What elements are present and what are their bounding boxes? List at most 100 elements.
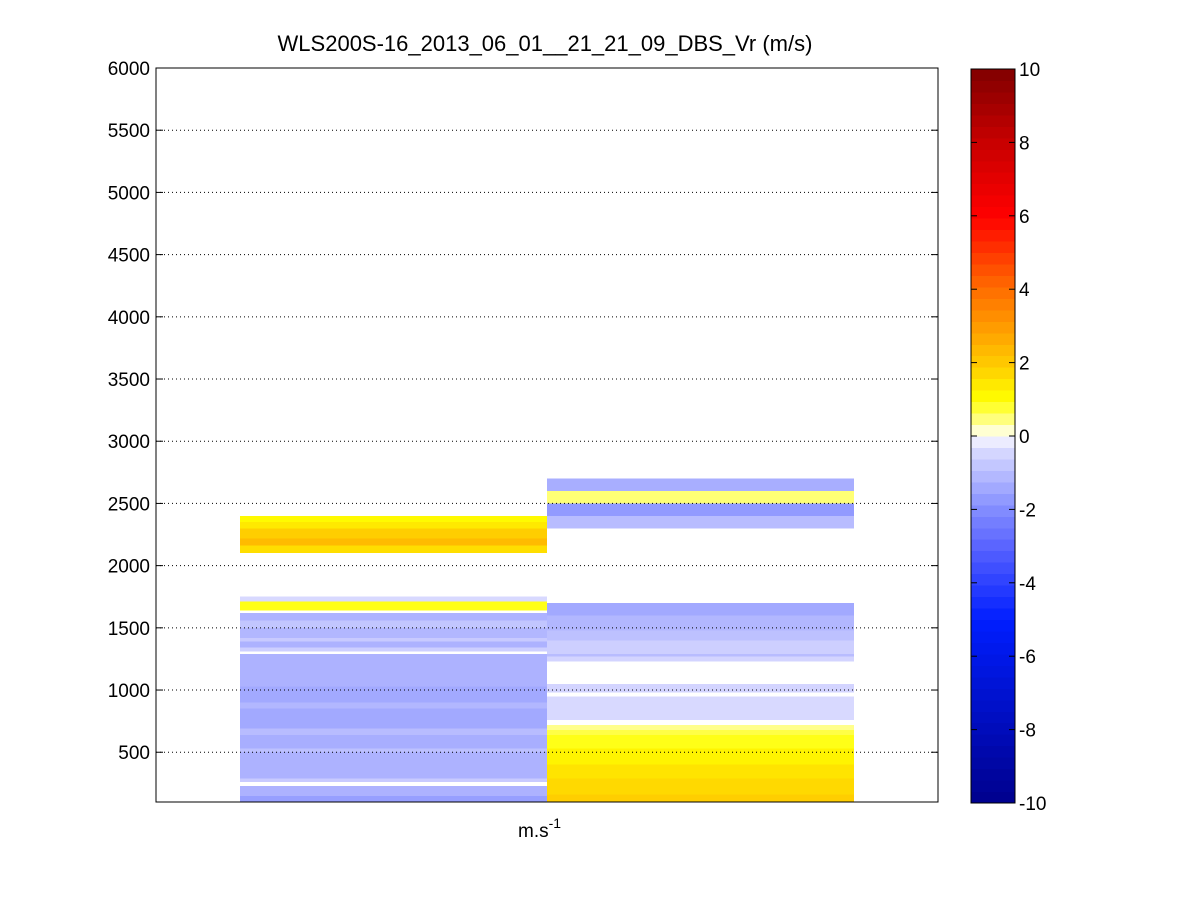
- colorbar-swatch: [971, 527, 1015, 540]
- y-tick-label: 6000: [108, 59, 150, 80]
- colorbar-swatch: [971, 126, 1015, 139]
- heatmap-cell: [547, 630, 854, 641]
- colorbar-swatch: [971, 91, 1015, 104]
- colorbar-swatch: [971, 470, 1015, 483]
- x-axis-label-superscript: -1: [549, 815, 562, 831]
- heatmap-cell: [547, 748, 854, 765]
- plot-frame: [155, 67, 939, 803]
- heatmap-cell: [240, 651, 547, 654]
- colorbar-swatch: [971, 275, 1015, 288]
- colorbar-swatch: [971, 332, 1015, 345]
- heatmap-cell: [547, 661, 854, 684]
- colorbar-swatch: [971, 550, 1015, 563]
- colorbar-swatch: [971, 137, 1015, 150]
- heatmap-cell: [240, 641, 547, 648]
- heatmap-cell: [547, 653, 854, 657]
- colorbar-swatch: [971, 699, 1015, 712]
- colorbar-swatch: [971, 481, 1015, 494]
- plot-area: 500 1000 1500 2000 2500 3000 3500 4000 4500 5000 5…: [108, 59, 939, 803]
- heatmap-cell: [240, 686, 547, 703]
- heatmap-cell: [240, 782, 547, 786]
- x-axis-label-base: m.s: [518, 821, 549, 842]
- colorbar-swatch: [971, 321, 1015, 334]
- x-axis-label: m.s-1: [518, 815, 561, 842]
- colorbar-swatch: [971, 309, 1015, 322]
- heatmap-cell: [240, 601, 547, 611]
- colorbar-tick-label: 8: [1019, 133, 1030, 154]
- heatmap-cell: [547, 719, 854, 725]
- colorbar-swatch: [971, 653, 1015, 666]
- heatmap-cell: [547, 794, 854, 802]
- heatmap-cell: [547, 764, 854, 779]
- colorbar-swatches: [971, 69, 1015, 804]
- heatmap-cell: [240, 647, 547, 652]
- heatmap-cell: [240, 748, 547, 753]
- heatmap-cells: [240, 478, 854, 802]
- y-tick-label: 1500: [108, 619, 150, 640]
- heatmap-cell: [240, 610, 547, 613]
- colorbar-swatch: [971, 355, 1015, 368]
- colorbar-swatch: [971, 206, 1015, 219]
- heatmap-cell: [547, 683, 854, 693]
- colorbar-swatch: [971, 562, 1015, 575]
- colorbar-swatch: [971, 344, 1015, 357]
- colorbar-swatch: [971, 390, 1015, 403]
- colorbar-swatch: [971, 160, 1015, 173]
- colorbar-swatch: [971, 665, 1015, 678]
- heatmap-cell: [240, 702, 547, 709]
- y-tick-label: 5500: [108, 121, 150, 142]
- colorbar-tick-label: -8: [1019, 721, 1036, 742]
- heatmap-cell: [240, 538, 547, 546]
- colorbar-tick-label: -4: [1019, 574, 1036, 595]
- colorbar-swatch: [971, 286, 1015, 299]
- colorbar-swatch: [971, 424, 1015, 437]
- colorbar-swatch: [971, 447, 1015, 460]
- colorbar-frame: [970, 68, 1016, 804]
- colorbar-swatch: [971, 757, 1015, 770]
- colorbar-swatch: [971, 608, 1015, 620]
- colorbar-swatch: [971, 539, 1015, 552]
- heatmap-cell: [547, 656, 854, 662]
- colorbar-swatch: [971, 630, 1015, 643]
- colorbar-swatch: [971, 149, 1015, 162]
- heatmap-cell: [547, 490, 854, 504]
- colorbar-swatch: [971, 436, 1015, 448]
- colorbar-swatch: [971, 367, 1015, 380]
- heatmap-cell: [240, 785, 547, 796]
- colorbar-swatch: [971, 688, 1015, 701]
- heatmap-cell: [547, 615, 854, 631]
- colorbar-swatch: [971, 504, 1015, 517]
- y-tick-label: 2500: [108, 494, 150, 515]
- heatmap-cell: [240, 778, 547, 783]
- colorbar-swatch: [971, 734, 1015, 747]
- heatmap-cell: [547, 602, 854, 616]
- colorbar-swatch: [971, 458, 1015, 471]
- colorbar-swatch: [971, 516, 1015, 529]
- colorbar-swatch: [971, 642, 1015, 655]
- colorbar-tick-label: 2: [1019, 354, 1030, 375]
- heatmap-cell: [547, 692, 854, 697]
- y-tick-label: 3000: [108, 432, 150, 453]
- colorbar-tick-label: 10: [1019, 60, 1040, 81]
- colorbar-swatch: [971, 183, 1015, 196]
- heatmap-cell: [547, 729, 854, 735]
- y-tick-label: 2000: [108, 557, 150, 578]
- colorbar-swatch: [971, 263, 1015, 276]
- colorbar: -10 -8 -6 -4 -2 0 2 4 6 8 10: [970, 60, 1046, 815]
- colorbar-swatch: [971, 195, 1015, 208]
- colorbar-swatch: [971, 241, 1015, 253]
- colorbar-swatch: [971, 573, 1015, 586]
- heatmap-cell: [240, 522, 547, 529]
- colorbar-swatch: [971, 229, 1015, 242]
- colorbar-swatch: [971, 103, 1015, 116]
- colorbar-swatch: [971, 791, 1015, 804]
- heatmap-cell: [240, 653, 547, 687]
- y-tick-label: 3500: [108, 370, 150, 391]
- heatmap-cell: [240, 620, 547, 628]
- colorbar-swatch: [971, 114, 1015, 127]
- chart-title: WLS200S-16_2013_06_01__21_21_09_DBS_Vr (…: [278, 31, 813, 56]
- y-ticks: 500 1000 1500 2000 2500 3000 3500 4000 4500 5000 5…: [108, 59, 938, 764]
- colorbar-tick-label: 4: [1019, 280, 1030, 301]
- colorbar-tick-label: -2: [1019, 500, 1036, 521]
- colorbar-ticks: -10 -8 -6 -4 -2 0 2 4 6 8 10: [971, 60, 1046, 815]
